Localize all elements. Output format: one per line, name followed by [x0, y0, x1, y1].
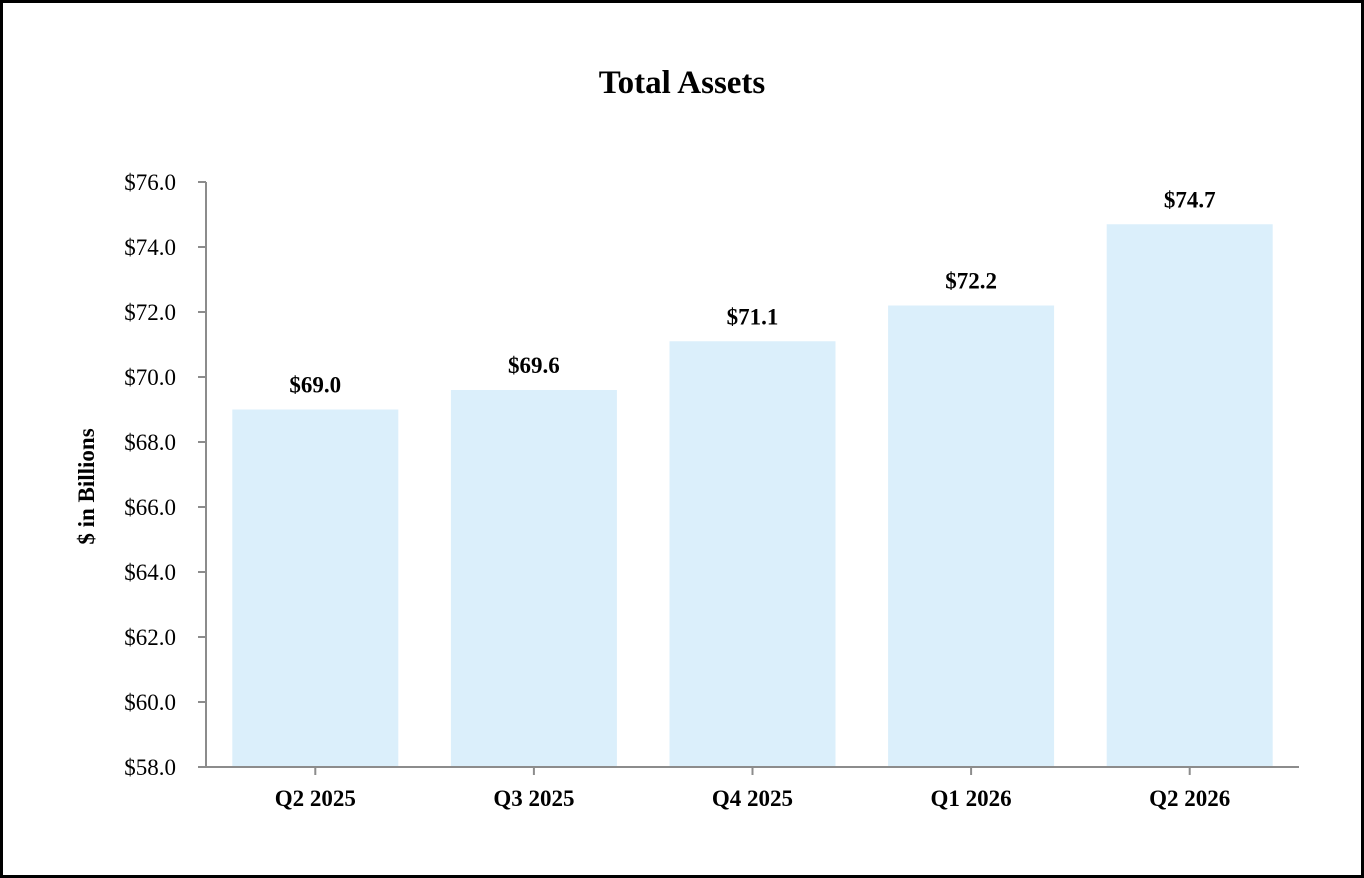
x-tick-label-0: Q2 2025 [275, 786, 356, 811]
y-tick-label-2: $62.0 [124, 625, 176, 650]
y-tick-label-5: $68.0 [124, 430, 176, 455]
bar-0 [232, 409, 399, 767]
bars-layer [232, 224, 1273, 767]
y-tick-label-6: $70.0 [124, 365, 176, 390]
labels-layer: $69.0 $69.6 $71.1 $72.2 $74.7 $58.0 $60.0 $62.0… [124, 170, 1230, 811]
y-tick-label-0: $58.0 [124, 755, 176, 780]
data-label-0: $69.0 [289, 373, 341, 398]
chart-title: Total Assets [599, 65, 766, 101]
bar-2 [669, 341, 836, 767]
x-tick-label-1: Q3 2025 [493, 786, 574, 811]
y-tick-label-4: $66.0 [124, 495, 176, 520]
y-axis-label: $ in Billions [74, 428, 99, 544]
axes-layer [198, 181, 1299, 775]
data-label-2: $71.1 [727, 304, 779, 329]
x-tick-label-4: Q2 2026 [1149, 786, 1230, 811]
y-tick-label-3: $64.0 [124, 560, 176, 585]
x-tick-label-3: Q1 2026 [931, 786, 1012, 811]
bar-4 [1106, 224, 1273, 767]
x-tick-label-2: Q4 2025 [712, 786, 793, 811]
y-tick-label-1: $60.0 [124, 690, 176, 715]
data-label-4: $74.7 [1164, 187, 1216, 212]
data-label-3: $72.2 [945, 269, 997, 294]
y-tick-label-9: $76.0 [124, 170, 176, 195]
bar-1 [450, 390, 617, 767]
y-tick-label-8: $74.0 [124, 235, 176, 260]
data-label-1: $69.6 [508, 353, 560, 378]
bar-3 [888, 305, 1055, 767]
y-tick-label-7: $72.0 [124, 300, 176, 325]
